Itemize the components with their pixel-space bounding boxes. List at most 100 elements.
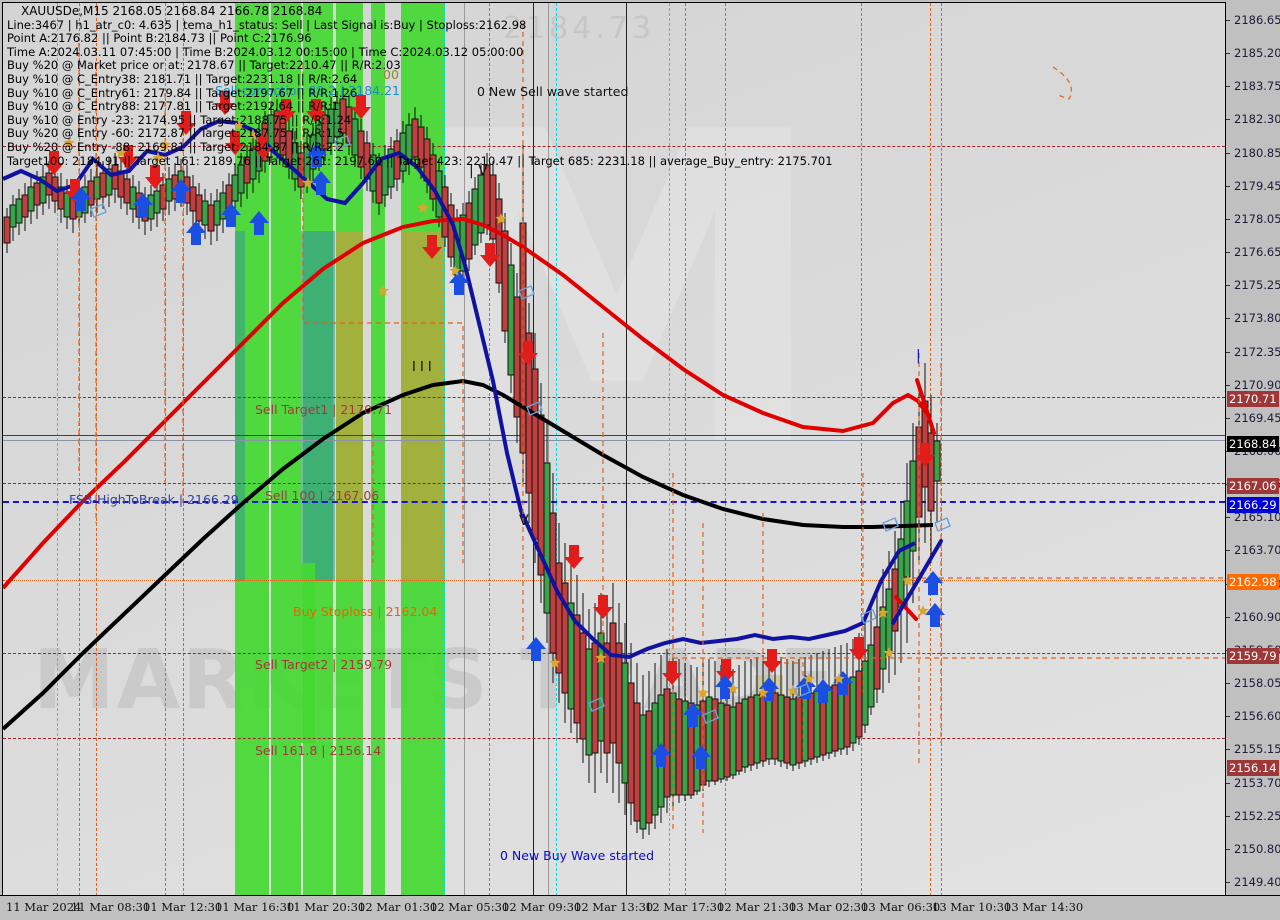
sell-arrow-icon	[849, 637, 869, 661]
signal-flag-group	[90, 135, 951, 724]
candlestick-group-right	[555, 363, 941, 839]
price-tick	[1226, 252, 1230, 254]
signal-star-icon	[302, 177, 314, 188]
info-line: Buy %20 @ Entry -60: 2172.87 || Target:2…	[7, 126, 344, 141]
price-tick	[1226, 384, 1230, 386]
price-tick	[1226, 848, 1230, 850]
session-band	[371, 3, 385, 896]
info-line: Buy %10 @ C_Entry88: 2177.81 || Target:2…	[7, 99, 339, 114]
sell-arrow-icon	[276, 99, 296, 123]
level-label-fsb-high-to-break: FSB-HighToBreak | 2166.29	[69, 492, 239, 507]
chart-info-header: XAUUSDe,M15 2168.05 2168.84 2166.78 2168…	[7, 4, 833, 168]
time-tick-label: 11 Mar 12:30	[143, 900, 223, 914]
buy-arrow-icon	[221, 203, 241, 227]
buy-arrow-icon	[651, 743, 671, 767]
chart-note-0: Sell correction 88.2 | 2184.21	[215, 83, 401, 98]
chart-note-3: 00	[383, 67, 399, 82]
price-tick-label: 2150.80	[1234, 841, 1280, 856]
level-line-2183	[3, 146, 1225, 147]
buy-arrow-icon	[307, 143, 327, 167]
time-tick-label: 13 Mar 02:30	[789, 900, 869, 914]
signal-star-icon	[803, 673, 815, 684]
price-tick-label: 2175.25	[1234, 278, 1280, 293]
buy-arrow-icon	[526, 637, 546, 661]
info-line: Buy %20 @ Entry -88: 2169.81 || Target:2…	[7, 139, 344, 154]
price-badge-level-2156-14: 2156.14	[1227, 760, 1279, 776]
signal-star-icon	[233, 119, 245, 130]
price-series-canvas	[3, 23, 1225, 839]
sell-arrow-icon	[915, 443, 935, 467]
signal-star-icon	[727, 683, 739, 694]
price-tick-label: 2156.60	[1234, 709, 1280, 724]
fractal-vertical-line	[941, 3, 943, 896]
buy-arrow-icon	[133, 193, 153, 217]
buy-arrow-icon	[249, 211, 269, 235]
buy-arrow-icon	[683, 703, 703, 727]
price-tick	[1226, 882, 1230, 883]
signal-flag-icon	[518, 285, 535, 300]
signal-star-icon	[449, 265, 461, 276]
session-band	[401, 231, 445, 581]
price-badge-last-price-2168-84: 2168.84	[1227, 436, 1279, 452]
price-tick	[1226, 517, 1230, 519]
signal-flag-icon	[882, 517, 899, 532]
buy-arrow-icon	[449, 271, 469, 295]
ma-slow-black-line	[3, 378, 934, 731]
price-tick-label: 2180.85	[1234, 145, 1280, 160]
fractal-step-lines	[78, 23, 1225, 833]
time-tick-label: 13 Mar 10:30	[932, 900, 1012, 914]
buy-arrow-icon	[71, 187, 91, 211]
price-tick-label: 2182.30	[1234, 112, 1280, 127]
signal-star-icon	[757, 687, 769, 698]
price-tick-label: 2152.25	[1234, 808, 1280, 823]
time-tick-label: 11 Mar 08:30	[71, 900, 151, 914]
info-line: Buy %10 @ C_Entry61: 2179.84 || Target:2…	[7, 85, 358, 100]
price-tick	[1226, 86, 1230, 88]
price-tick-label: 2178.05	[1234, 211, 1280, 226]
chart-plot-area[interactable]: M MARKETS TRADE 2184.73	[2, 2, 1225, 896]
level-label-sell-target2: Sell Target2 | 2159.79	[255, 657, 393, 672]
price-tick	[1226, 20, 1230, 21]
chart-note-2: 0 New Buy Wave started	[500, 848, 655, 863]
signal-star-icon	[549, 657, 561, 668]
signal-star-icon	[115, 147, 127, 158]
signal-star-icon	[247, 129, 259, 140]
swing-marker-v: V	[519, 513, 529, 529]
sell-arrow-icon	[215, 91, 235, 115]
signal-star-icon	[417, 202, 429, 213]
day-separator-line	[669, 3, 671, 896]
time-scale[interactable]: 11 Mar 2024 11 Mar 08:30 11 Mar 12:30 11 Ma…	[0, 895, 1280, 920]
info-line: Time A:2024.03.11 07:45:00 | Time B:2024…	[7, 44, 524, 59]
signal-flag-icon	[90, 203, 107, 218]
time-tick-label: 13 Mar 06:30	[861, 900, 941, 914]
price-scale[interactable]: 2186.65 2185.20 2183.75 2182.30 2180.85 2179.…	[1225, 2, 1280, 895]
sell-arrow-icon	[422, 235, 442, 259]
info-line: Line:3467 | h1_atr_c0: 4.635 | tema_h1_s…	[7, 17, 527, 32]
signal-flag-icon	[588, 697, 605, 712]
price-tick-label: 2172.35	[1234, 344, 1280, 359]
price-tick	[1226, 616, 1230, 618]
price-tick	[1226, 749, 1230, 751]
price-tick	[1226, 782, 1230, 784]
swing-marker-iii: I I I	[412, 360, 432, 375]
buy-arrow-icon	[171, 179, 191, 203]
sell-arrow-icon	[225, 131, 245, 155]
fractal-vertical-line	[861, 3, 863, 896]
vertical-grid-line	[548, 3, 550, 896]
signal-star-group	[63, 119, 929, 698]
symbol-line: XAUUSDe,M15 2168.05 2168.84 2166.78 2168…	[21, 4, 323, 18]
signal-flag-icon	[526, 401, 543, 416]
price-tick	[1226, 815, 1230, 817]
price-tick-label: 2165.10	[1234, 510, 1280, 525]
price-badge-level-2167-06: 2167.06	[1227, 478, 1279, 494]
sell-arrow-icon	[593, 595, 613, 619]
price-tick-label: 2179.45	[1234, 178, 1280, 193]
level-line-buy-stoploss	[3, 580, 1225, 581]
sell-arrow-icon	[762, 649, 782, 673]
price-badge-level-2162-98: 2162.98	[1227, 574, 1279, 590]
price-tick	[1226, 285, 1230, 287]
session-band	[235, 231, 245, 581]
sell-arrow-icon	[176, 111, 196, 135]
price-tick	[1226, 119, 1230, 121]
